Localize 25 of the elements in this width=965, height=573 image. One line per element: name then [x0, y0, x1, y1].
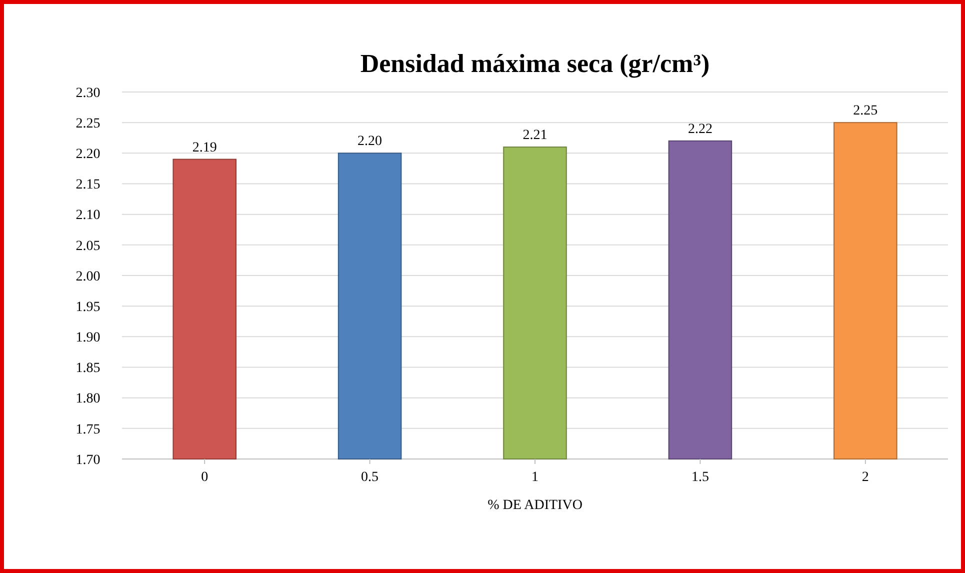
y-tick-label: 2.10: [76, 208, 100, 224]
y-tick-label: 2.20: [76, 147, 100, 162]
y-tick-label: 2.00: [76, 269, 100, 284]
y-tick-label: 1.95: [76, 300, 100, 315]
x-tick-label: 2: [862, 470, 869, 485]
y-tick-label: 1.80: [76, 392, 100, 407]
chart-title: Densidad máxima seca (gr/cm³): [360, 49, 710, 78]
data-label: 2.21: [522, 128, 548, 144]
x-axis-title: % DE ADITIVO: [488, 498, 582, 513]
y-tick-label: 2.25: [76, 116, 100, 132]
y-tick-label: 1.85: [76, 361, 100, 376]
y-tick-label: 1.90: [76, 330, 100, 346]
x-tick-label: 1: [532, 470, 538, 485]
data-label: 2.19: [192, 140, 217, 156]
data-label: 2.20: [358, 134, 382, 150]
x-tick-label: 1.5: [691, 470, 709, 485]
y-tick-label: 2.30: [76, 86, 100, 101]
data-label: 2.25: [853, 104, 878, 119]
y-tick-label: 1.70: [76, 452, 100, 468]
x-tick-label: 0.5: [361, 470, 379, 485]
y-tick-label: 2.15: [76, 178, 100, 193]
data-label: 2.22: [688, 122, 712, 137]
x-tick-label: 0: [201, 470, 208, 485]
y-tick-label: 2.05: [76, 238, 100, 254]
y-tick-label: 1.75: [76, 422, 100, 438]
